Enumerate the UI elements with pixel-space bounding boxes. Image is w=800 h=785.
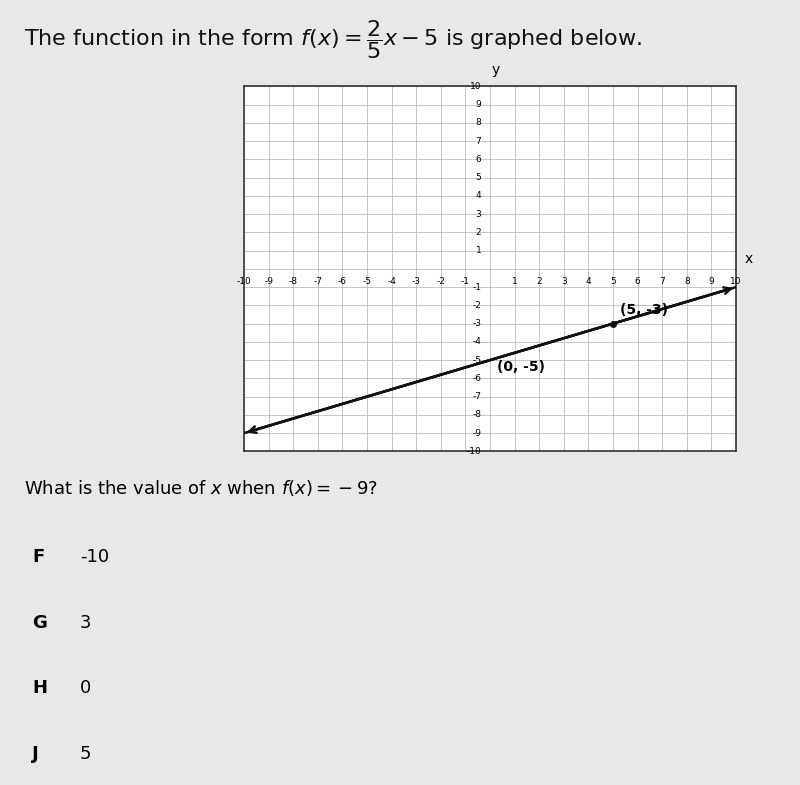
Text: 10: 10: [730, 277, 742, 286]
Text: -6: -6: [472, 374, 482, 383]
Text: G: G: [32, 614, 47, 632]
Text: -3: -3: [412, 277, 421, 286]
Text: -4: -4: [473, 338, 482, 346]
Text: 3: 3: [476, 210, 482, 218]
Text: 2: 2: [476, 228, 482, 237]
Text: 7: 7: [659, 277, 665, 286]
Text: 7: 7: [476, 137, 482, 145]
Text: -9: -9: [264, 277, 273, 286]
Text: -5: -5: [362, 277, 371, 286]
Text: 4: 4: [586, 277, 591, 286]
Text: -8: -8: [472, 411, 482, 419]
Text: F: F: [32, 548, 44, 566]
Text: 5: 5: [610, 277, 616, 286]
Text: -5: -5: [472, 356, 482, 364]
Text: 0: 0: [80, 680, 91, 698]
Text: 9: 9: [476, 100, 482, 109]
Text: 8: 8: [476, 119, 482, 127]
Text: -9: -9: [472, 429, 482, 437]
Text: -10: -10: [80, 548, 109, 566]
Text: -10: -10: [237, 277, 251, 286]
Text: -7: -7: [472, 392, 482, 401]
Text: 9: 9: [709, 277, 714, 286]
Text: -2: -2: [436, 277, 446, 286]
Text: (5, -3): (5, -3): [620, 304, 668, 317]
Text: 2: 2: [536, 277, 542, 286]
Text: 8: 8: [684, 277, 690, 286]
Text: y: y: [492, 64, 500, 77]
Text: (0, -5): (0, -5): [498, 360, 546, 374]
Text: 4: 4: [476, 192, 482, 200]
Text: 6: 6: [634, 277, 641, 286]
Text: What is the value of $x$ when $f(x) = -9$?: What is the value of $x$ when $f(x) = -9…: [24, 478, 378, 498]
Text: 3: 3: [561, 277, 566, 286]
Text: 1: 1: [476, 246, 482, 255]
Text: -2: -2: [473, 301, 482, 310]
Text: J: J: [32, 746, 38, 764]
Text: -1: -1: [472, 283, 482, 291]
Text: The function in the form $f(x) = \dfrac{2}{5}x - 5$ is graphed below.: The function in the form $f(x) = \dfrac{…: [24, 18, 642, 60]
Text: 5: 5: [80, 746, 91, 764]
Text: 5: 5: [476, 173, 482, 182]
Text: -7: -7: [314, 277, 322, 286]
Text: -3: -3: [472, 319, 482, 328]
Text: -1: -1: [461, 277, 470, 286]
Text: -4: -4: [387, 277, 396, 286]
Text: x: x: [744, 252, 753, 266]
Text: -6: -6: [338, 277, 347, 286]
Text: 1: 1: [512, 277, 518, 286]
Text: -8: -8: [289, 277, 298, 286]
Text: 6: 6: [476, 155, 482, 164]
Text: H: H: [32, 680, 47, 698]
Text: -10: -10: [466, 447, 482, 456]
Text: 10: 10: [470, 82, 482, 91]
Text: 3: 3: [80, 614, 91, 632]
